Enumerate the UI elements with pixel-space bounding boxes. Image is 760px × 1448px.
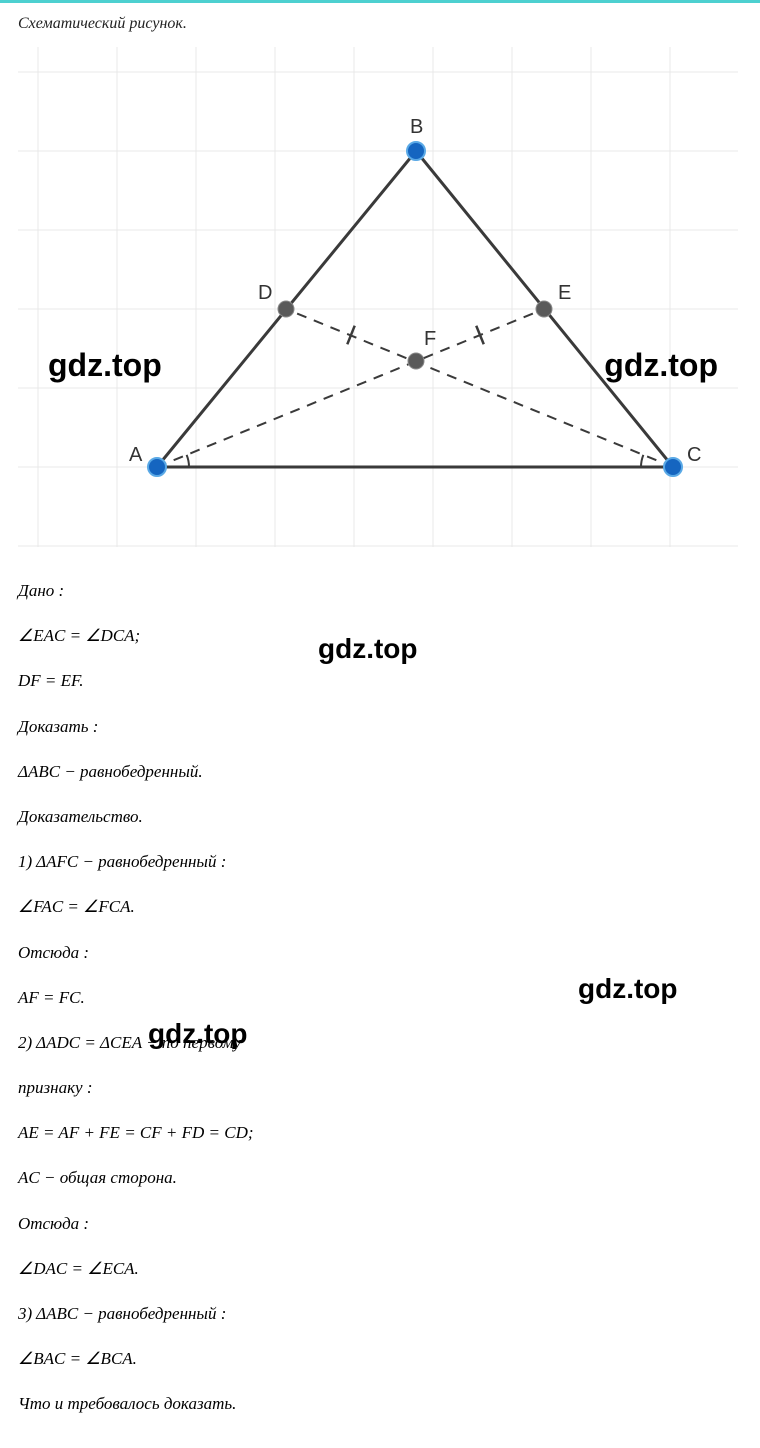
dokazat-label: Доказать : — [18, 713, 742, 740]
svg-text:E: E — [558, 282, 571, 304]
svg-text:B: B — [410, 116, 423, 138]
svg-text:D: D — [258, 282, 272, 304]
watermark-left: gdz.top — [48, 347, 162, 384]
svg-text:A: A — [129, 444, 143, 466]
step-1a: 1) ΔAFC − равнобедренный : — [18, 848, 742, 875]
svg-text:F: F — [424, 328, 436, 350]
step-2a: 2) ΔADC = ΔCEA − по первому — [18, 1029, 742, 1056]
diagram-container: A B C D E F gdz.top gdz.top — [18, 47, 738, 547]
otsyuda-2: Отсюда : — [18, 1210, 742, 1237]
step-3b: ∠BAC = ∠BCA. — [18, 1345, 742, 1372]
proof-section: gdz.top gdz.top gdz.top Дано : ∠EAC = ∠D… — [18, 577, 742, 1418]
step-3a: 3) ΔABC − равнобедренный : — [18, 1300, 742, 1327]
prove-statement: ΔABC − равнобедренный. — [18, 758, 742, 785]
watermark-body-2: gdz.top — [578, 967, 678, 1012]
otsyuda-1: Отсюда : — [18, 939, 742, 966]
schematic-heading: Схематический рисунок. — [18, 15, 742, 33]
watermark-body-1: gdz.top — [318, 627, 418, 672]
watermark-right: gdz.top — [604, 347, 718, 384]
step-2b: AE = AF + FE = CF + FD = CD; — [18, 1119, 742, 1146]
content-area: Схематический рисунок. A B C D E F gdz.top gd… — [0, 3, 760, 1448]
triangle-diagram: A B C D E F — [18, 47, 738, 547]
step-2c: AC − общая сторона. — [18, 1164, 742, 1191]
watermark-body-3: gdz.top — [148, 1012, 248, 1057]
svg-text:C: C — [687, 444, 701, 466]
qed: Что и требовалось доказать. — [18, 1390, 742, 1417]
dokazatelstvo-label: Доказательство. — [18, 803, 742, 830]
step-2a2: признаку : — [18, 1074, 742, 1101]
dano-label: Дано : — [18, 577, 742, 604]
prove-text: ΔABC − равнобедренный. — [18, 762, 203, 781]
step-2d: ∠DAC = ∠ECA. — [18, 1255, 742, 1282]
step-1b: ∠FAC = ∠FCA. — [18, 893, 742, 920]
